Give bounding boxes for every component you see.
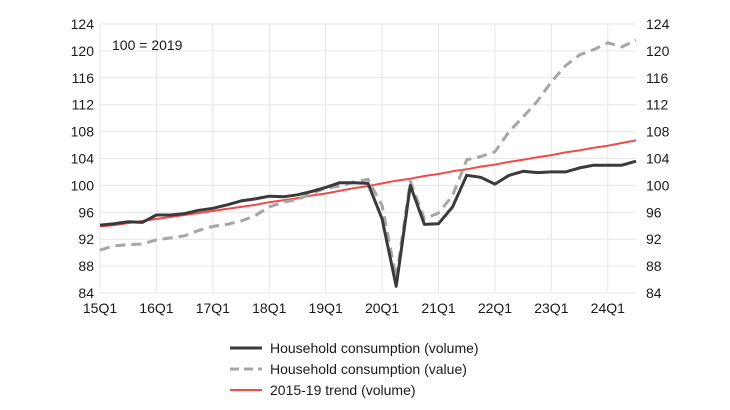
legend-label-volume: Household consumption (volume) [270, 340, 479, 356]
x-tick-label: 19Q1 [309, 300, 343, 316]
y-tick-label-right: 104 [646, 151, 670, 167]
legend-item-value: Household consumption (value) [230, 361, 467, 377]
series-line-household-consumption-volume [99, 159, 637, 288]
y-tick-label-right: 100 [646, 177, 670, 193]
y-tick-label-left: 120 [71, 43, 95, 59]
y-tick-label-left: 112 [72, 97, 95, 113]
x-tick-label: 17Q1 [196, 300, 230, 316]
y-tick-label-right: 120 [646, 43, 670, 59]
legend-label-trend: 2015-19 trend (volume) [270, 382, 416, 398]
y-tick-label-left: 104 [71, 151, 95, 167]
y-tick-label-right: 112 [646, 97, 669, 113]
y-tick-label-right: 124 [646, 16, 670, 32]
x-tick-label: 20Q1 [365, 300, 399, 316]
base-year-note: 100 = 2019 [112, 37, 183, 53]
gridlines [99, 23, 636, 294]
y-tick-label-left: 96 [78, 204, 94, 220]
x-tick-label: 21Q1 [421, 300, 455, 316]
y-tick-label-right: 108 [646, 124, 670, 140]
legend-item-volume: Household consumption (volume) [230, 340, 479, 356]
y-tick-label-left: 100 [71, 177, 95, 193]
x-tick-label: 15Q1 [83, 300, 117, 316]
y-tick-label-left: 124 [71, 16, 95, 32]
x-axis: 15Q1 16Q1 17Q1 18Q1 19Q1 20Q1 21Q1 22Q1 23Q1 24Q1 [83, 300, 625, 316]
left-y-axis: 84 88 92 96 100 104 108 112 116 120 124 [71, 16, 95, 301]
y-tick-label-right: 96 [646, 204, 662, 220]
y-tick-label-right: 84 [646, 285, 662, 301]
legend-item-trend: 2015-19 trend (volume) [230, 382, 416, 398]
x-tick-label: 16Q1 [139, 300, 173, 316]
y-tick-label-left: 108 [71, 124, 95, 140]
x-tick-label: 18Q1 [252, 300, 286, 316]
y-tick-label-left: 92 [78, 231, 94, 247]
legend: Household consumption (volume) Household… [230, 340, 479, 398]
x-tick-label: 22Q1 [478, 300, 512, 316]
legend-label-value: Household consumption (value) [270, 361, 467, 377]
series-line-household-consumption-value [99, 38, 637, 280]
y-tick-label-right: 92 [646, 231, 662, 247]
series-lines [99, 38, 637, 288]
x-tick-label: 23Q1 [534, 300, 568, 316]
y-tick-label-left: 84 [78, 285, 94, 301]
y-tick-label-left: 116 [72, 70, 95, 86]
right-y-axis: 84 88 92 96 100 104 108 112 116 120 124 [646, 16, 670, 301]
x-tick-label: 24Q1 [591, 300, 625, 316]
y-tick-label-right: 88 [646, 258, 662, 274]
y-tick-label-right: 116 [646, 70, 669, 86]
y-tick-label-left: 88 [78, 258, 94, 274]
